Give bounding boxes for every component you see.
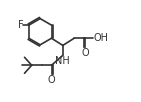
Text: NH: NH: [55, 56, 70, 66]
Text: O: O: [82, 48, 89, 58]
Text: F: F: [18, 20, 24, 30]
Text: O: O: [48, 75, 55, 85]
Text: OH: OH: [93, 33, 108, 43]
